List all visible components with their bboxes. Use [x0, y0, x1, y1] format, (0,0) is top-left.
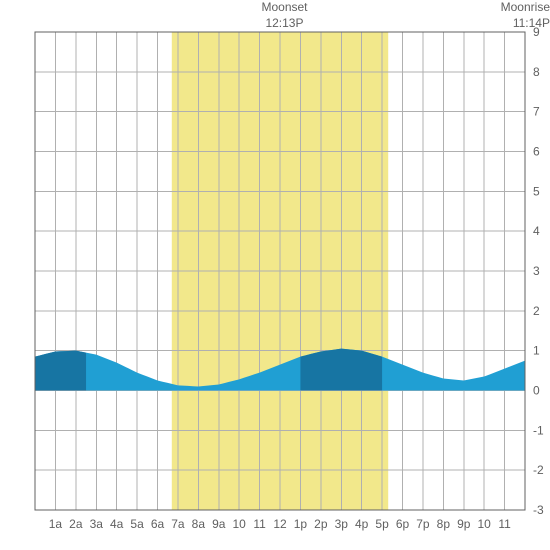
- x-tick-label: 4p: [355, 517, 369, 531]
- y-tick-label: 3: [533, 264, 540, 278]
- x-tick-label: 3a: [90, 517, 104, 531]
- x-tick-label: 4a: [110, 517, 124, 531]
- y-tick-label: -3: [533, 503, 544, 517]
- x-tick-label: 10: [232, 517, 246, 531]
- y-tick-label: -1: [533, 423, 544, 437]
- x-tick-label: 10: [477, 517, 491, 531]
- x-tick-label: 11: [498, 517, 511, 531]
- x-tick-label: 6a: [151, 517, 165, 531]
- x-tick-label: 6p: [396, 517, 410, 531]
- y-tick-label: 6: [533, 145, 540, 159]
- x-tick-label: 2a: [69, 517, 83, 531]
- x-tick-label: 9p: [457, 517, 471, 531]
- x-tick-label: 9a: [212, 517, 226, 531]
- x-tick-label: 2p: [314, 517, 328, 531]
- tide-area-dark-0: [35, 351, 86, 391]
- x-tick-label: 8a: [192, 517, 206, 531]
- y-tick-label: 8: [533, 65, 540, 79]
- x-tick-label: 1a: [49, 517, 63, 531]
- y-tick-label: 5: [533, 184, 540, 198]
- x-tick-label: 7p: [416, 517, 430, 531]
- tide-area-dark-1: [300, 349, 382, 391]
- y-tick-label: 4: [533, 224, 540, 238]
- y-tick-label: -2: [533, 463, 544, 477]
- y-tick-label: 0: [533, 384, 540, 398]
- x-tick-label: 11: [253, 517, 266, 531]
- x-tick-label: 5a: [130, 517, 144, 531]
- y-tick-label: 9: [533, 25, 540, 39]
- x-tick-label: 5p: [375, 517, 389, 531]
- x-tick-label: 3p: [335, 517, 349, 531]
- x-tick-label: 1p: [294, 517, 308, 531]
- tide-chart: Moonset 12:13P Moonrise 11:14P -3-2-1012…: [0, 0, 550, 550]
- x-tick-label: 12: [273, 517, 287, 531]
- x-tick-label: 7a: [171, 517, 185, 531]
- x-tick-label: 8p: [437, 517, 451, 531]
- chart-svg: -3-2-101234567891a2a3a4a5a6a7a8a9a101112…: [0, 0, 550, 550]
- y-tick-label: 7: [533, 105, 540, 119]
- y-tick-label: 1: [533, 344, 540, 358]
- y-tick-label: 2: [533, 304, 540, 318]
